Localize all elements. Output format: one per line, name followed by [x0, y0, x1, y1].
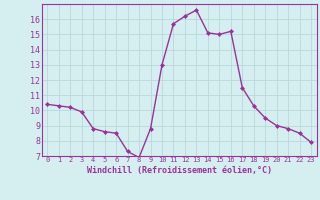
X-axis label: Windchill (Refroidissement éolien,°C): Windchill (Refroidissement éolien,°C)	[87, 166, 272, 175]
